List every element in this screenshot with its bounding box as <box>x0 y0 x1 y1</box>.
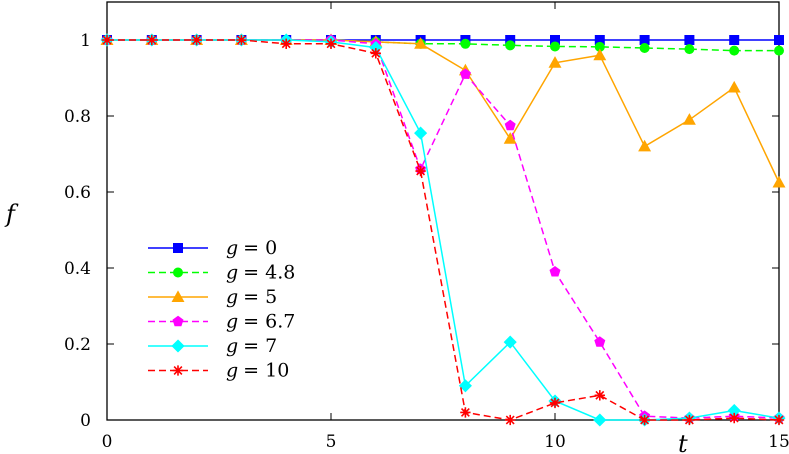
series-4 <box>100 33 786 427</box>
data-point <box>505 40 516 51</box>
legend-label-var: g <box>226 335 238 357</box>
legend-label-var: g <box>226 286 238 308</box>
legend-label: g = 6.7 <box>226 311 295 333</box>
data-point <box>773 414 785 426</box>
legend-marker <box>172 315 184 327</box>
data-point <box>684 35 695 45</box>
data-point <box>639 414 650 426</box>
legend-label: g = 0 <box>226 237 277 259</box>
data-point <box>684 44 695 55</box>
legend-label: g = 7 <box>226 335 277 357</box>
data-point <box>638 139 652 152</box>
legend-label-value: = 7 <box>243 335 277 357</box>
data-point <box>682 113 696 125</box>
series-line <box>107 39 780 421</box>
series-line <box>107 39 780 421</box>
legend-item: g = 0 <box>148 237 277 259</box>
data-point <box>727 80 741 93</box>
data-point <box>594 390 605 401</box>
data-point <box>370 48 381 59</box>
y-tick-label: 0.8 <box>64 107 91 127</box>
legend-item: g = 4.8 <box>148 262 295 284</box>
legend: g = 0g = 4.8g = 5g = 6.7g = 7g = 10 <box>148 237 295 382</box>
series-line <box>107 39 780 183</box>
data-point <box>191 34 202 46</box>
legend-marker <box>172 365 184 376</box>
data-point <box>549 266 561 277</box>
y-tick-label: 0.6 <box>64 183 91 203</box>
data-point <box>774 45 784 56</box>
legend-label: g = 10 <box>226 360 289 382</box>
x-tick-label: 5 <box>326 432 337 452</box>
legend-label-value: = 5 <box>243 286 277 308</box>
legend-item: g = 7 <box>148 335 277 357</box>
data-point <box>503 132 517 144</box>
legend-marker <box>171 339 185 353</box>
y-tick-label: 0 <box>80 411 91 431</box>
data-point <box>281 38 292 49</box>
data-point <box>504 119 516 131</box>
data-point <box>325 38 337 49</box>
data-point <box>593 48 607 61</box>
legend-label-value: = 4.8 <box>243 262 295 284</box>
data-point <box>548 56 562 68</box>
data-point <box>414 37 428 49</box>
data-point <box>460 407 471 418</box>
series-line <box>107 39 779 52</box>
data-point <box>772 175 786 188</box>
legend-item: g = 6.7 <box>148 311 295 333</box>
axes: 0 5 10 15 0 0.2 0.4 0.6 0.8 1 <box>64 1 789 452</box>
data-point <box>774 35 784 45</box>
y-tick-label: 0.2 <box>64 335 91 355</box>
legend-item: g = 5 <box>148 286 277 308</box>
legend-label-value: = 10 <box>243 360 289 382</box>
data-point <box>639 42 650 53</box>
y-tick-label: 0.4 <box>64 259 91 279</box>
data-point <box>729 35 740 45</box>
data-point <box>503 335 517 349</box>
series-1 <box>102 35 784 56</box>
data-point <box>729 412 740 424</box>
legend-marker <box>173 267 183 278</box>
data-point <box>594 336 606 347</box>
data-point <box>593 413 607 427</box>
series-3 <box>101 34 785 423</box>
data-point <box>459 68 471 79</box>
series-5 <box>101 34 785 426</box>
legend-label-var: g <box>226 237 238 259</box>
legend-label-var: g <box>226 311 238 333</box>
data-point <box>458 379 472 393</box>
x-tick-label: 0 <box>102 432 113 452</box>
data-point <box>729 45 740 56</box>
legend-label-var: g <box>226 360 238 382</box>
legend-item: g = 10 <box>148 360 289 382</box>
legend-label-var: g <box>226 262 238 284</box>
x-tick-label: 15 <box>768 432 789 452</box>
series-2 <box>100 33 786 188</box>
legend-label: g = 4.8 <box>226 262 295 284</box>
series-layer <box>100 33 786 427</box>
data-point <box>550 41 560 52</box>
legend-label-value: = 0 <box>243 237 277 259</box>
data-point <box>460 38 471 49</box>
data-point <box>415 165 426 177</box>
legend-label-value: = 6.7 <box>243 311 295 333</box>
data-point <box>101 34 113 46</box>
data-point <box>505 414 516 426</box>
data-point <box>414 126 428 140</box>
y-axis-label: f <box>4 200 19 228</box>
legend-marker <box>173 243 183 253</box>
data-point <box>146 34 157 46</box>
data-point <box>684 414 695 426</box>
legend-marker <box>171 290 185 302</box>
x-axis-label: t <box>678 430 688 454</box>
x-tick-label: 10 <box>544 432 566 452</box>
data-point <box>549 397 561 409</box>
plot-frame <box>106 1 780 421</box>
legend-label: g = 5 <box>226 286 277 308</box>
y-tick-label: 1 <box>80 31 91 51</box>
data-point <box>236 34 247 46</box>
series-line <box>107 39 780 419</box>
